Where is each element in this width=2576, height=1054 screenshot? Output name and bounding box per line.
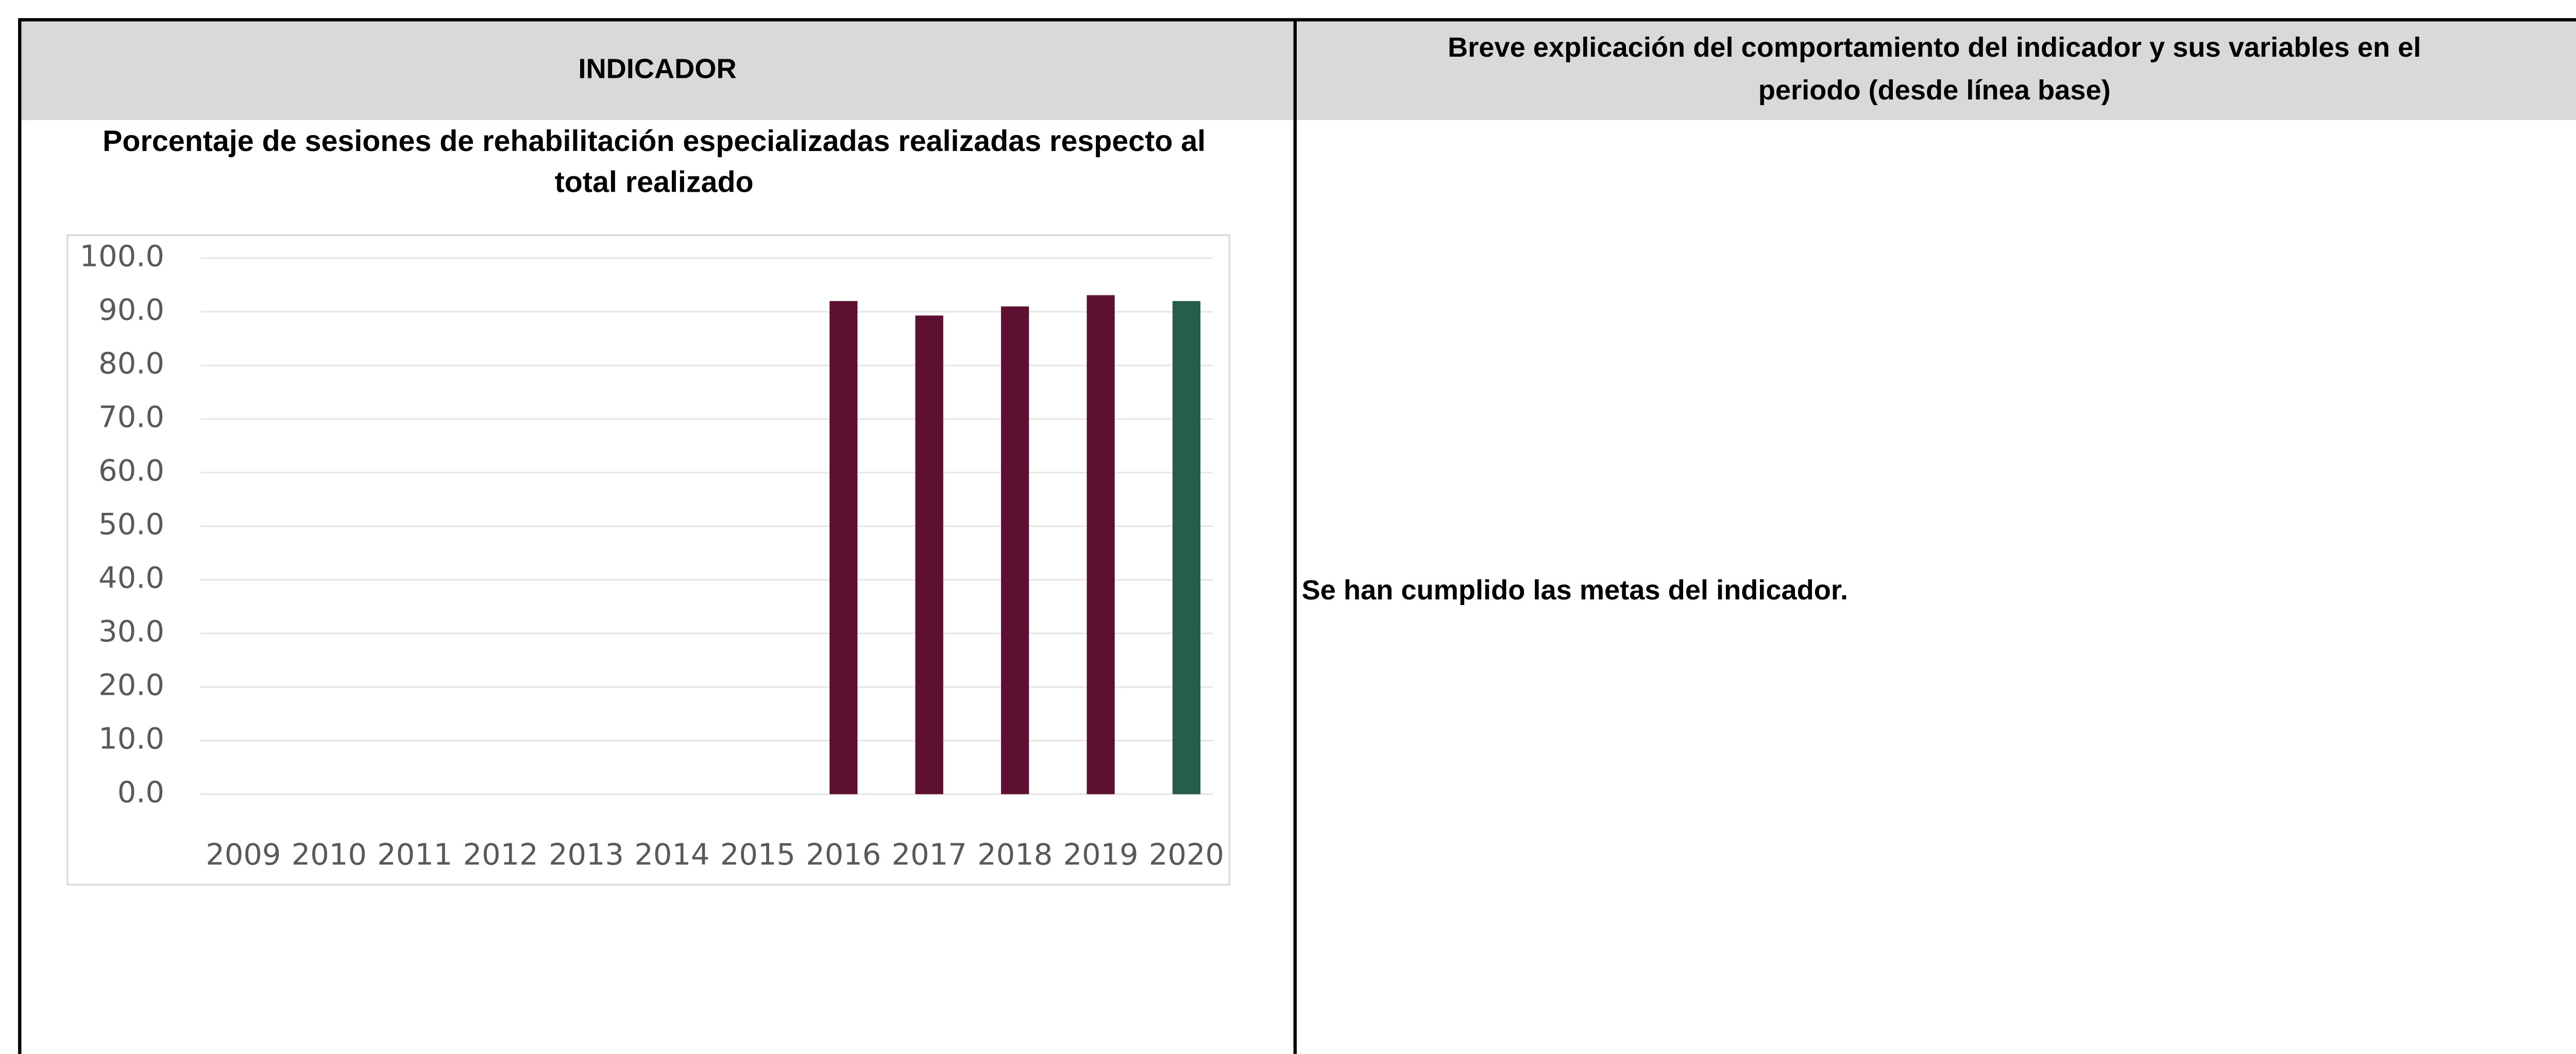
y-tick-label: 70.0 (98, 400, 164, 434)
bar (915, 315, 943, 794)
x-tick-label: 2020 (1149, 838, 1224, 872)
indicator-header: INDICADOR (578, 54, 736, 85)
plot: 0.0 10.0 20.0 30.0 40.0 50.0 60.0 70.0 80.0 90.0 1… (80, 239, 1224, 872)
bar (829, 301, 858, 794)
y-tick-label: 80.0 (98, 346, 164, 381)
x-tick-label: 2018 (977, 838, 1053, 872)
x-tick-label: 2015 (720, 838, 795, 872)
x-tick-label: 2019 (1063, 838, 1138, 872)
x-tick-label: 2010 (292, 838, 367, 872)
y-tick-label: 20.0 (98, 668, 164, 702)
x-tick-label: 2014 (634, 838, 709, 872)
x-tick-label: 2011 (377, 838, 452, 872)
explanation-header: Breve explicación del comportamiento del… (1448, 32, 2421, 63)
table-border (18, 18, 2576, 1054)
x-tick-label: 2012 (463, 838, 538, 872)
y-tick-label: 90.0 (98, 293, 164, 327)
chart-area (66, 234, 1230, 885)
y-tick-label: 30.0 (98, 614, 164, 649)
y-tick-label: 40.0 (98, 561, 164, 595)
explanation-text: Se han cumplido las metas del indicador. (1302, 575, 1849, 606)
explanation-header: periodo (desde línea base) (1758, 75, 2111, 106)
y-tick-label: 60.0 (98, 454, 164, 488)
y-tick-label: 0.0 (117, 775, 164, 809)
bar (1087, 295, 1115, 794)
y-tick-label: 10.0 (98, 721, 164, 756)
chart-title: total realizado (555, 166, 754, 199)
y-tick-label: 50.0 (98, 507, 164, 542)
chart-title: Porcentaje de sesiones de rehabilitación… (103, 125, 1206, 158)
x-tick-label: 2009 (206, 838, 281, 872)
y-tick-label: 100.0 (80, 239, 164, 274)
bar (1172, 301, 1201, 794)
bar (1001, 306, 1029, 794)
header-row (20, 20, 2576, 120)
x-tick-label: 2013 (549, 838, 624, 872)
x-tick-label: 2016 (806, 838, 881, 872)
x-tick-label: 2017 (892, 838, 967, 872)
